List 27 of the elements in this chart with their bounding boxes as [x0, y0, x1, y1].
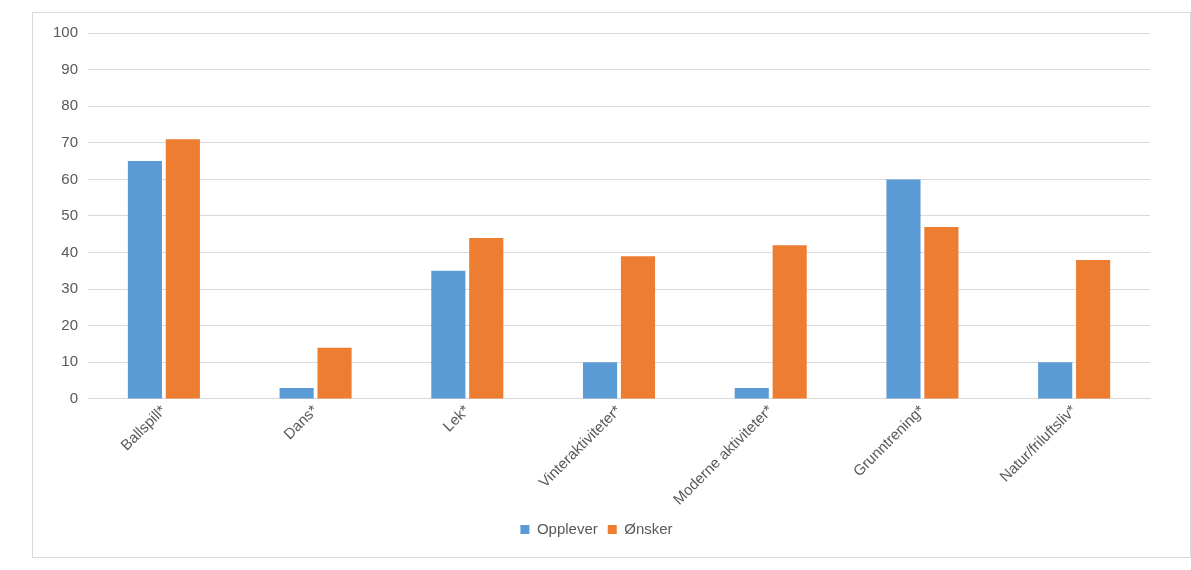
y-tick-label: 100 — [53, 23, 79, 41]
y-tick-label: 90 — [61, 59, 79, 77]
bar — [1076, 259, 1111, 399]
legend-label: Ønsker — [624, 519, 673, 537]
legend-label: Opplever — [536, 519, 598, 537]
bar — [469, 237, 504, 399]
bar — [165, 139, 200, 399]
bar — [734, 387, 769, 399]
bar — [279, 387, 314, 399]
y-tick-label: 80 — [61, 96, 79, 114]
bar — [431, 270, 466, 399]
bar — [772, 245, 807, 399]
bar — [886, 179, 921, 399]
bar — [924, 226, 959, 399]
bar — [317, 347, 352, 399]
bar — [127, 161, 162, 399]
y-tick-label: 20 — [61, 315, 79, 333]
y-tick-label: 40 — [61, 242, 79, 260]
y-tick-label: 0 — [69, 389, 79, 407]
y-tick-label: 10 — [61, 352, 79, 370]
y-tick-label: 30 — [61, 279, 79, 297]
bar — [620, 256, 656, 399]
y-tick-label: 50 — [61, 206, 79, 224]
y-tick-label: 70 — [61, 132, 79, 150]
bar — [1038, 362, 1073, 399]
bar — [582, 362, 618, 399]
y-tick-label: 60 — [61, 169, 79, 187]
